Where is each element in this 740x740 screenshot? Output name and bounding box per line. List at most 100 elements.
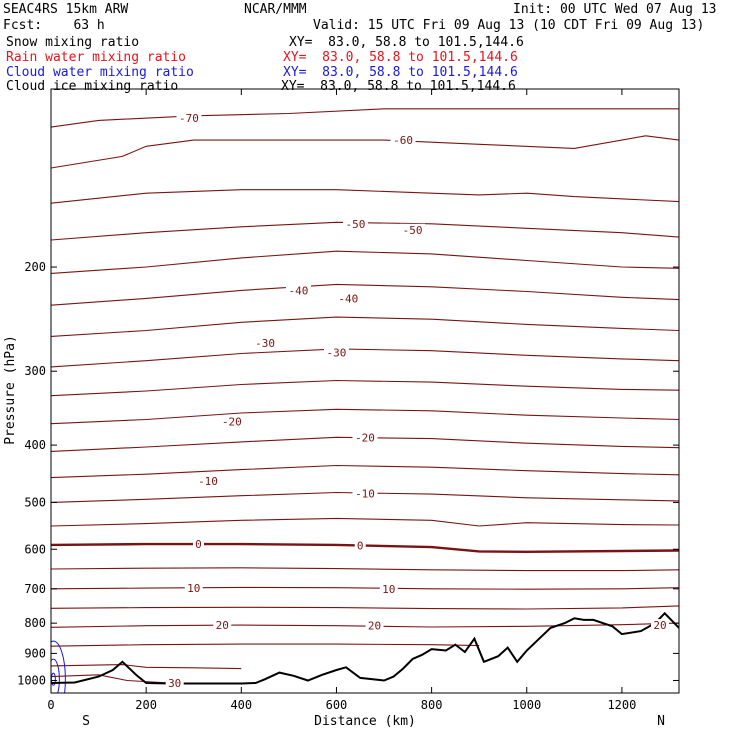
contour-label-bg [390, 134, 416, 147]
x-tick-label: 1000 [512, 698, 541, 712]
contour-label: -10 [355, 488, 375, 501]
contour-label-bg [400, 223, 426, 236]
x-tick-label: 400 [230, 698, 252, 712]
x-end-label-right: N [657, 714, 665, 729]
terrain-line [51, 611, 679, 685]
forecast-hour: Fcst: 63 h [3, 18, 105, 33]
field-name-snow: Snow mixing ratio [6, 35, 140, 50]
y-tick-label: 700 [24, 582, 46, 596]
isotherm-line [51, 491, 679, 503]
isotherm-line [51, 664, 242, 670]
field-xy-cloud-water: XY= 83.0, 58.8 to 101.5,144.6 [283, 65, 518, 80]
contour-label: 10 [187, 582, 200, 595]
contour-label-bg [213, 619, 232, 632]
x-tick-label: 600 [326, 698, 348, 712]
y-tick-label: 600 [24, 542, 46, 556]
x-tick-label: 800 [421, 698, 443, 712]
contour-label-bg [365, 619, 384, 632]
contour-label-bg [165, 677, 184, 690]
isotherm-line [51, 605, 679, 610]
contour-label-bg [650, 619, 669, 632]
contour-label-bg [335, 292, 361, 305]
contour-label-bg [352, 431, 378, 444]
cloud-water-contour [51, 658, 60, 693]
y-tick-label: 500 [24, 495, 46, 509]
isotherm-line [51, 436, 679, 452]
contour-label: -50 [346, 218, 366, 231]
contour-label-bg [192, 538, 204, 551]
contour-label: 20 [216, 619, 229, 632]
isotherm-line [51, 643, 480, 647]
contour-label: 20 [653, 619, 666, 632]
x-tick-label: 200 [135, 698, 157, 712]
isotherm-line [51, 250, 679, 274]
field-xy-snow: XY= 83.0, 58.8 to 101.5,144.6 [289, 35, 524, 50]
isotherm-line [51, 221, 679, 241]
contour-label: 0 [357, 539, 364, 552]
contour-label: -40 [288, 284, 308, 297]
center-name: NCAR/MMM [244, 2, 307, 17]
isotherm-line [51, 408, 679, 425]
contour-label: -30 [327, 347, 347, 360]
isotherm-zero-line [51, 542, 679, 554]
isotherm-line [51, 517, 679, 527]
contour-label-bg [195, 474, 221, 487]
cloud-water-contour [51, 640, 66, 693]
x-tick-label: 1200 [607, 698, 636, 712]
contour-label-bg [219, 415, 245, 428]
isotherm-line [51, 567, 679, 572]
isotherm-line [51, 622, 679, 628]
isotherm-line [51, 379, 679, 397]
contour-label: -30 [255, 337, 275, 350]
contour-label-bg [352, 487, 378, 500]
contour-label: -20 [355, 431, 375, 444]
y-tick-label: 1000 [17, 673, 46, 687]
field-xy-rain: XY= 83.0, 58.8 to 101.5,144.6 [283, 50, 518, 65]
model-title: SEAC4RS 15km ARW [3, 2, 129, 17]
contour-label-bg [184, 582, 203, 595]
isotherm-layer [51, 108, 679, 685]
init-time: Init: 00 UTC Wed 07 Aug 13 [513, 2, 717, 17]
plot-frame [50, 88, 680, 694]
contour-label: -70 [179, 112, 199, 125]
isotherm-line [51, 108, 679, 128]
contour-label-bg [342, 217, 368, 230]
contour-label-bg [285, 284, 311, 297]
isotherm-line [51, 586, 679, 590]
contour-label: -10 [198, 475, 218, 488]
contour-label-bg [379, 582, 398, 595]
contour-label-bg [354, 539, 366, 552]
terrain-layer [51, 611, 679, 685]
contour-label: 10 [382, 583, 395, 596]
isotherm-line [51, 135, 679, 169]
contour-label: -40 [338, 292, 358, 305]
field-name-rain: Rain water mixing ratio [6, 50, 187, 65]
field-name-cloud-ice: Cloud ice mixing ratio [6, 79, 179, 94]
x-tick-label: 0 [47, 698, 54, 712]
contour-label: -60 [393, 134, 413, 147]
isotherm-line [51, 316, 679, 337]
y-tick-label: 900 [24, 646, 46, 660]
isotherm-line [51, 189, 679, 204]
x-axis-title: Distance (km) [314, 714, 416, 729]
isotherm-line [51, 283, 679, 306]
y-tick-label: 400 [24, 438, 46, 452]
contour-label-layer: -70 -60 -50 -50 -40 -40 -30 -30 -20 -20 -10 -10 0 0 10… [165, 112, 669, 690]
y-tick-label: 800 [24, 616, 46, 630]
axis-layer: 0 200 400 600 800 1000 12002003004005006007008… [17, 89, 679, 712]
field-name-cloud-water: Cloud water mixing ratio [6, 65, 194, 80]
contour-label: -20 [222, 416, 242, 429]
contour-label-bg [323, 346, 349, 359]
contour-label: -50 [403, 224, 423, 237]
y-axis-title: Pressure (hPa) [3, 335, 18, 445]
isotherm-line [51, 348, 679, 368]
contour-label: 30 [168, 677, 181, 690]
y-tick-label: 300 [24, 364, 46, 378]
contour-label: 20 [368, 620, 381, 633]
y-tick-label: 200 [24, 260, 46, 274]
contour-label-bg [252, 337, 278, 350]
valid-time: Valid: 15 UTC Fri 09 Aug 13 (10 CDT Fri … [313, 18, 705, 33]
contour-label-bg [176, 112, 202, 125]
field-xy-cloud-ice: XY= 83.0, 58.8 to 101.5,144.6 [281, 79, 516, 94]
